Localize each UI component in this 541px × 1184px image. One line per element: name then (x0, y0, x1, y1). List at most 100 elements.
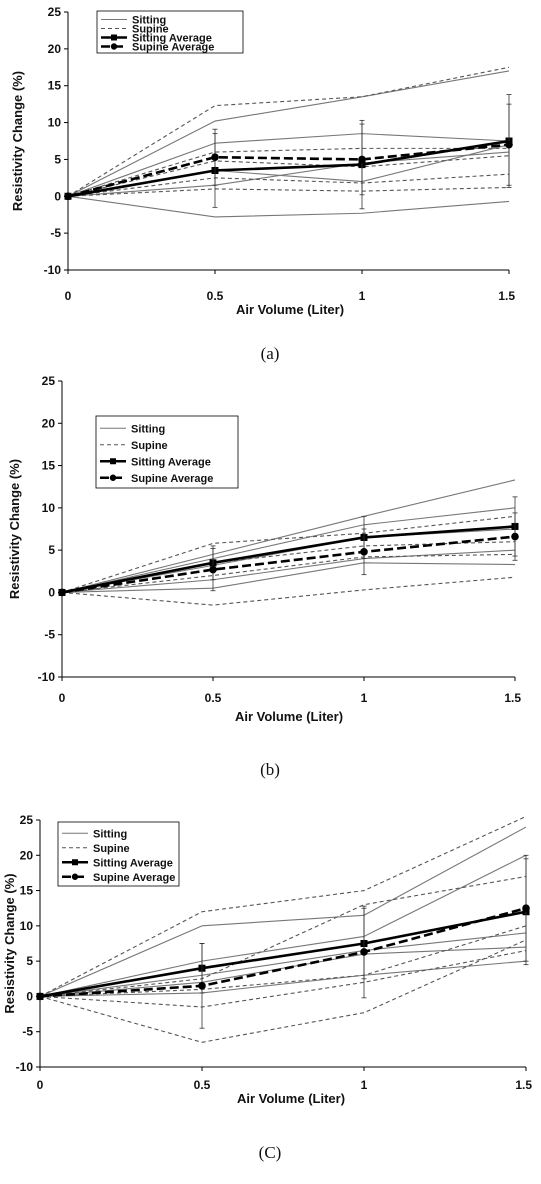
x-tick-label: 1.5 (515, 1078, 532, 1092)
sitting-line (61, 507, 516, 593)
x-axis-title: Air Volume (Liter) (236, 302, 344, 317)
legend-label-supine: Supine (132, 24, 169, 36)
legend-marker-supine-average (109, 474, 117, 481)
legend-label-sitting-average: Sitting Average (93, 857, 173, 869)
legend-label-supine-average: Supine Average (93, 872, 175, 884)
y-tick-label: 5 (48, 543, 55, 557)
supine-line (39, 875, 527, 997)
x-tick-label: 0.5 (207, 289, 224, 303)
supine-average-point (358, 155, 366, 164)
legend-marker-sitting-average (110, 458, 116, 465)
chart-panel-1: -10 -5 0 5 10 15 20 25 0 0.5 1 1.5 Air Volume (Liter… (10, 5, 515, 363)
supine-average-line (39, 906, 527, 998)
supine-average-point (360, 548, 368, 556)
y-tick-label: 25 (48, 5, 62, 19)
supine-line (67, 186, 510, 197)
legend-label-sitting: Sitting (131, 423, 165, 435)
y-tick-label: 20 (20, 848, 34, 862)
legend-label-supine-average: Supine Average (131, 473, 213, 485)
sitting-line (67, 70, 510, 197)
supine-average-point (198, 982, 206, 990)
sitting-line (61, 562, 516, 593)
x-tick-label: 0.5 (194, 1078, 211, 1092)
x-tick-label: 0 (65, 289, 72, 303)
panel-caption: (a) (261, 344, 280, 363)
legend-box (57, 821, 180, 887)
supine-average-point (36, 992, 44, 1001)
sitting-line (61, 479, 516, 593)
x-tick-label: 1 (361, 691, 368, 705)
supine-line (67, 147, 509, 197)
supine-line (61, 515, 516, 593)
legend-marker-sitting-average (72, 859, 78, 866)
sitting-line (39, 960, 527, 997)
sitting-line (39, 826, 527, 997)
sitting-average-line (61, 525, 516, 594)
legend-label-supine: Supine (93, 843, 130, 855)
legend-label-sitting: Sitting (93, 828, 127, 840)
supine-average-point (522, 904, 530, 913)
sitting-average-line (39, 910, 527, 998)
legend-marker-supine-average (71, 873, 79, 880)
supine-line (67, 155, 510, 197)
legend-marker-sitting-average (111, 34, 117, 41)
legend-label-sitting: Sitting (132, 15, 166, 27)
supine-line (39, 950, 527, 1008)
supine-average-point (64, 192, 72, 201)
legend-label-supine-average: Supine Average (132, 42, 214, 54)
x-axis-title: Air Volume (Liter) (237, 1091, 345, 1106)
y-axis-title: Resistivity Change (%) (2, 873, 17, 1013)
y-tick-label: 5 (54, 152, 61, 166)
y-tick-label: 15 (42, 459, 56, 473)
supine-average-point (360, 948, 368, 956)
panel-caption: (b) (260, 760, 280, 779)
chart-panel-2: -10 -5 0 5 10 15 20 25 0 0.5 1 1.5 Air Volume (Liter… (7, 374, 521, 779)
sitting-line (67, 151, 510, 197)
y-tick-label: 20 (48, 42, 62, 56)
supine-average-point (58, 588, 66, 597)
y-tick-label: -5 (44, 628, 55, 642)
supine-average-point (511, 532, 519, 541)
y-tick-label: -10 (44, 263, 62, 277)
supine-average-line (61, 535, 516, 594)
legend-marker-supine-average (110, 43, 118, 50)
legend-label-sitting-average: Sitting Average (132, 33, 212, 45)
x-tick-label: 1 (359, 289, 366, 303)
x-tick-label: 0.5 (205, 691, 222, 705)
y-tick-label: 25 (20, 813, 34, 827)
x-tick-label: 1 (361, 1078, 368, 1092)
y-tick-label: 0 (48, 585, 55, 599)
supine-line (39, 939, 527, 1043)
supine-line (67, 66, 510, 197)
y-tick-label: 20 (42, 416, 56, 430)
supine-average-line (67, 143, 510, 198)
y-axis-title: Resistivity Change (%) (7, 459, 22, 599)
y-axis-title: Resistivity Change (%) (10, 71, 25, 211)
supine-line (61, 553, 516, 593)
chart-panel-3: -10 -5 0 5 10 15 20 25 0 0.5 1 1.5 Air Volume (Liter… (2, 813, 532, 1162)
sitting-line (39, 932, 527, 997)
y-tick-label: -10 (16, 1060, 34, 1074)
sitting-line (39, 854, 527, 997)
y-tick-label: 15 (20, 884, 34, 898)
y-tick-label: -5 (50, 226, 61, 240)
x-tick-label: 0 (37, 1078, 44, 1092)
legend-label-supine: Supine (131, 440, 168, 452)
y-tick-label: 10 (48, 116, 62, 130)
supine-average-point (505, 140, 513, 149)
y-tick-label: -5 (22, 1025, 33, 1039)
x-tick-label: 1.5 (504, 691, 521, 705)
panel-caption: (C) (259, 1143, 282, 1162)
x-tick-label: 0 (59, 691, 66, 705)
sitting-line (67, 133, 510, 197)
legend-label-sitting-average: Sitting Average (131, 456, 211, 468)
y-tick-label: -10 (38, 670, 56, 684)
y-tick-label: 10 (42, 501, 56, 515)
y-tick-label: 0 (26, 989, 33, 1003)
supine-line (39, 815, 527, 997)
supine-average-point (209, 565, 217, 574)
supine-line (39, 925, 527, 997)
sitting-line (67, 195, 510, 218)
y-tick-label: 5 (26, 954, 33, 968)
